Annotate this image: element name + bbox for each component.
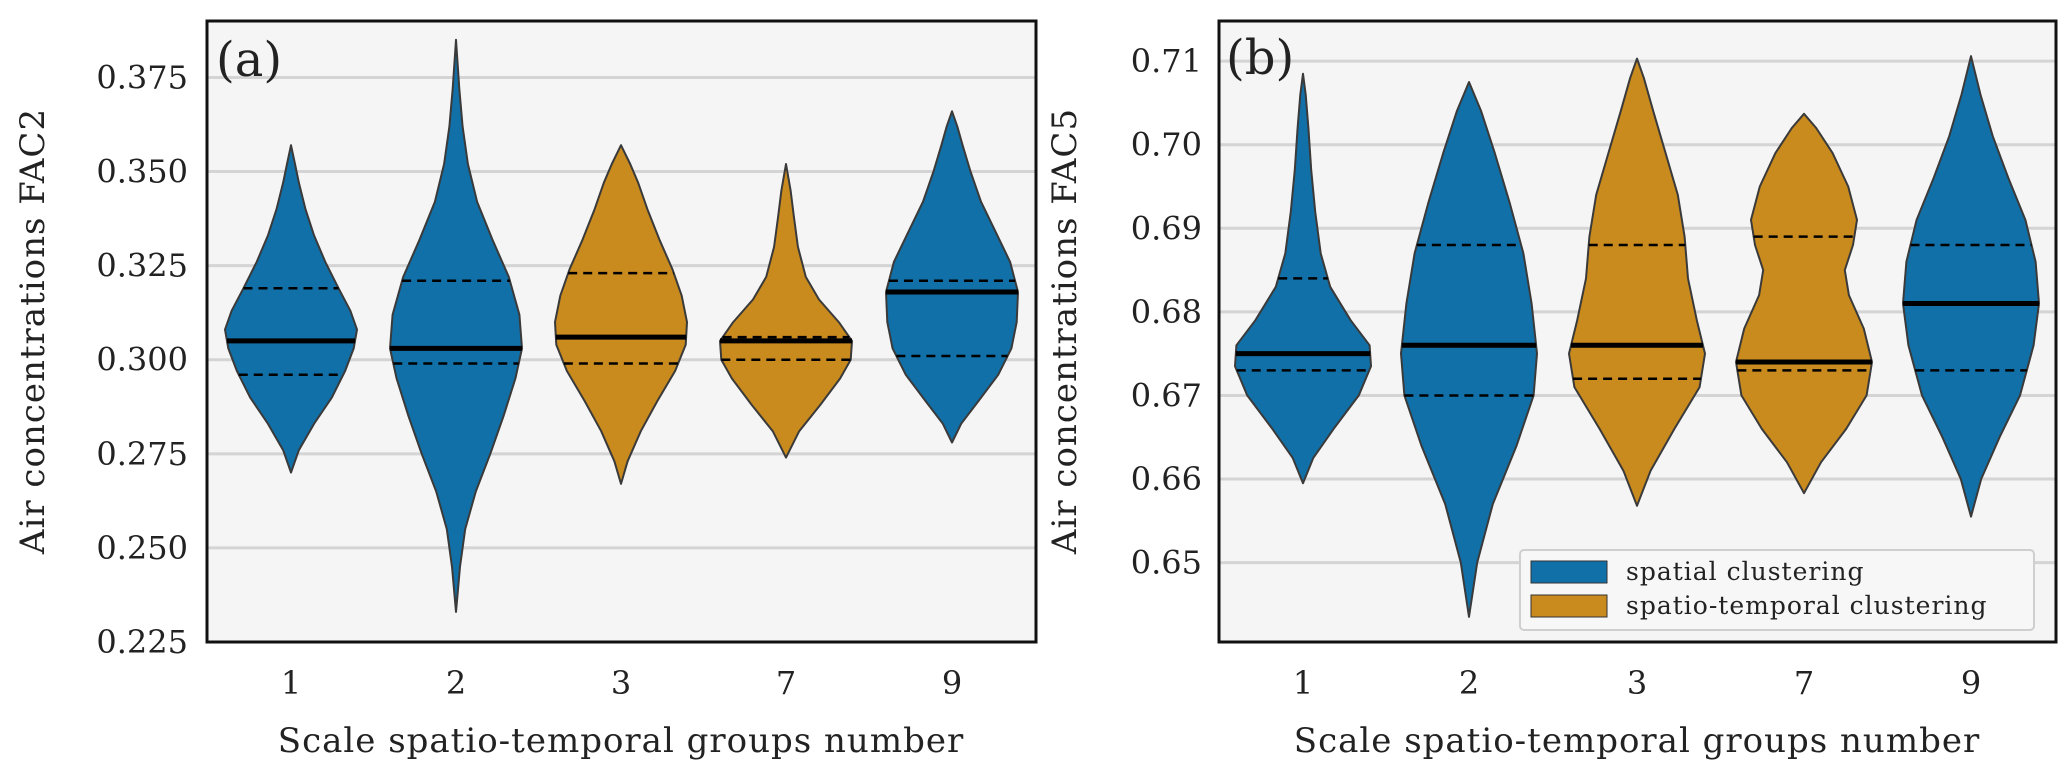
y-tick-label: 0.225 (96, 623, 188, 661)
violin-body (719, 163, 853, 459)
legend-label-spatio-temporal: spatio-temporal clustering (1626, 591, 1988, 620)
x-tick-label: 2 (1459, 664, 1479, 702)
panel-b: (b) 0.65 0.66 0.67 0.68 0.69 0.70 0.71 1 2 3 7 9 S… (1045, 19, 2058, 761)
violin-body (1568, 57, 1706, 507)
violin-body (224, 144, 358, 474)
x-tick-label: 7 (1794, 664, 1814, 702)
panel-a-y-axis-label: Air concentrations FAC2 (13, 108, 53, 555)
y-tick-label: 0.66 (1131, 460, 1202, 498)
violin-body (1400, 81, 1538, 618)
panel-a-y-ticks: 0.225 0.250 0.275 0.300 0.325 0.350 0.375 (96, 58, 188, 661)
panel-b-label: (b) (1226, 30, 1294, 86)
y-tick-label: 0.70 (1131, 126, 1202, 164)
x-tick-label: 3 (1627, 664, 1647, 702)
y-tick-label: 0.350 (96, 153, 188, 191)
violin-body (1735, 112, 1873, 495)
x-tick-label: 1 (1293, 664, 1313, 702)
panel-a-x-axis-label: Scale spatio-temporal groups number (278, 721, 964, 761)
y-tick-label: 0.275 (96, 435, 188, 473)
y-tick-label: 0.67 (1131, 376, 1202, 414)
x-tick-label: 9 (942, 664, 962, 702)
legend-label-spatial: spatial clustering (1626, 557, 1864, 586)
panel-a-label: (a) (216, 32, 282, 88)
violin-body (1234, 72, 1372, 485)
violin-body (389, 38, 523, 613)
x-tick-label: 7 (776, 664, 796, 702)
x-tick-label: 1 (281, 664, 301, 702)
panel-b-frame (1217, 19, 2058, 644)
panel-a-violins (224, 38, 1019, 613)
panel-a-x-ticks: 1 2 3 7 9 (281, 664, 962, 702)
legend-box (1519, 549, 2035, 631)
panel-b-y-axis-label: Air concentrations FAC5 (1045, 108, 1085, 555)
y-tick-label: 0.65 (1131, 544, 1202, 582)
panel-a-frame (205, 19, 1038, 644)
y-tick-label: 0.68 (1131, 293, 1202, 331)
legend: spatial clustering spatio-temporal clust… (1519, 549, 2035, 631)
x-tick-label: 9 (1961, 664, 1981, 702)
panel-b-x-ticks: 1 2 3 7 9 (1293, 664, 1981, 702)
violin-body (554, 144, 688, 485)
y-tick-label: 0.325 (96, 247, 188, 285)
y-tick-label: 0.69 (1131, 209, 1202, 247)
panel-b-violins (1234, 55, 2040, 618)
violin-body (885, 110, 1019, 444)
legend-swatch-spatio-temporal (1530, 594, 1608, 618)
y-tick-label: 0.375 (96, 58, 188, 96)
y-tick-label: 0.250 (96, 529, 188, 567)
y-tick-label: 0.71 (1131, 42, 1202, 80)
panel-b-x-axis-label: Scale spatio-temporal groups number (1294, 721, 1980, 761)
violin-body (1902, 55, 2040, 518)
x-tick-label: 2 (446, 664, 466, 702)
legend-swatch-spatial (1530, 560, 1608, 584)
panel-a: (a) 0.2250.2500.2750.3000.3250.3500.375 … (13, 19, 1038, 761)
y-tick-label: 0.300 (96, 341, 188, 379)
panel-b-y-ticks: 0.65 0.66 0.67 0.68 0.69 0.70 0.71 (1131, 42, 1202, 581)
x-tick-label: 3 (611, 664, 631, 702)
